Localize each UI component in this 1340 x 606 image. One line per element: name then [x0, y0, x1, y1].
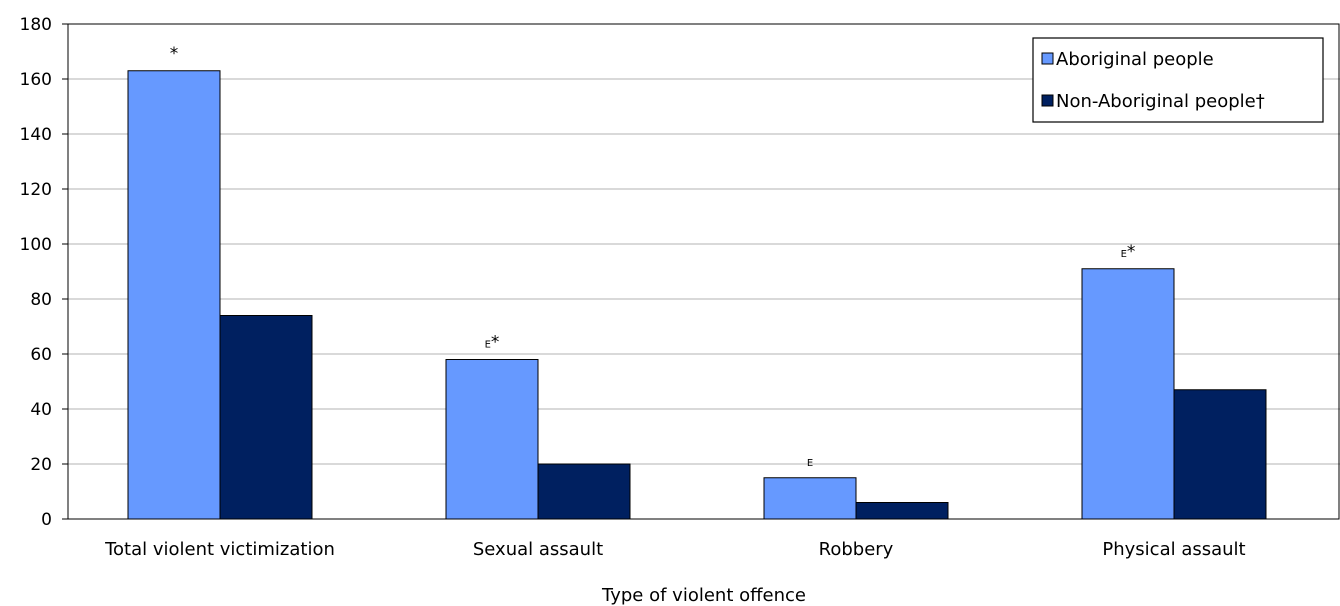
bar-annotation: E* — [1121, 242, 1136, 262]
bar-annotation: E* — [485, 333, 500, 353]
legend-box — [1032, 37, 1324, 123]
legend-label-aboriginal: Aboriginal people — [1056, 49, 1214, 70]
y-axis: 0 20 40 60 80 100 120 140 160 180 — [20, 15, 68, 530]
bar-aboriginal — [763, 477, 857, 520]
y-tick-label: 80 — [30, 290, 52, 310]
y-tick-label: 40 — [30, 400, 52, 420]
legend-swatch-aboriginal — [1041, 52, 1054, 65]
bar-non-aboriginal — [537, 463, 631, 520]
y-tick-label: 180 — [20, 15, 52, 35]
y-tick-label: 140 — [20, 125, 52, 145]
x-axis-title: Type of violent offence — [601, 585, 806, 606]
bars — [127, 70, 1267, 520]
bar-annotations: * E* E E* — [170, 44, 1136, 469]
y-tick-label: 20 — [30, 455, 52, 475]
y-tick-label: 60 — [30, 345, 52, 365]
bar-non-aboriginal — [855, 502, 949, 520]
y-tick-label: 160 — [20, 70, 52, 90]
bar-aboriginal — [127, 70, 221, 520]
bar-aboriginal — [1081, 268, 1175, 520]
bar-non-aboriginal — [1173, 389, 1267, 520]
plot-area-frame — [67, 23, 1340, 520]
x-category-label: Sexual assault — [473, 539, 603, 560]
bar-non-aboriginal — [219, 315, 313, 520]
y-tick-label: 120 — [20, 180, 52, 200]
bar-annotation: E — [807, 458, 813, 469]
legend: Aboriginal people Non-Aboriginal people† — [1032, 37, 1324, 123]
x-axis: Total violent victimization Sexual assaul… — [104, 539, 1246, 560]
legend-swatch-non-aboriginal — [1041, 94, 1054, 107]
x-category-label: Physical assault — [1102, 539, 1245, 560]
bar-annotation: * — [170, 44, 179, 64]
bar-aboriginal — [445, 359, 539, 520]
y-tick-label: 0 — [41, 510, 52, 530]
x-category-label: Robbery — [819, 539, 894, 560]
legend-label-non-aboriginal: Non-Aboriginal people† — [1056, 91, 1265, 112]
y-tick-label: 100 — [20, 235, 52, 255]
x-category-label: Total violent victimization — [104, 539, 335, 560]
